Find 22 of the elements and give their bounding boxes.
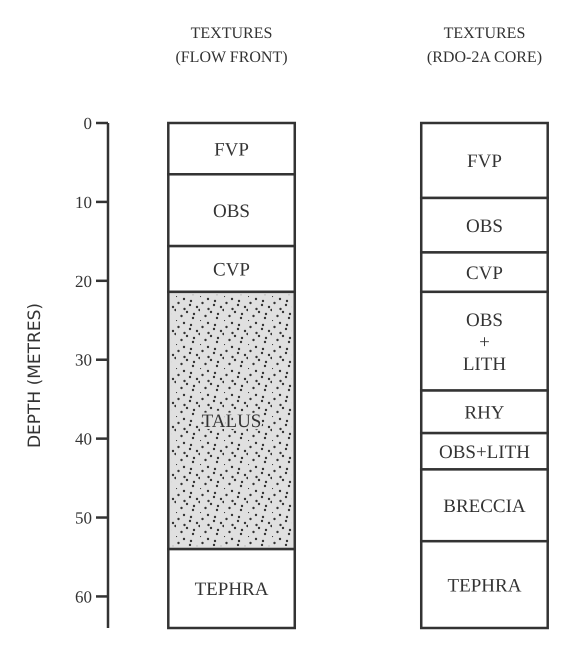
series-label: RHY: [464, 402, 505, 424]
series-label: BRECCIA: [443, 496, 526, 517]
y-axis-title: DEPTH (METRES): [25, 302, 45, 448]
y-tick-label: 40: [75, 430, 92, 449]
series-label: FVP: [214, 139, 249, 160]
series-label: FVP: [467, 151, 502, 172]
x-tick-label: TEXTURES (RDO-2A CORE): [426, 25, 542, 66]
series-label: TEPHRA: [448, 575, 522, 596]
y-tick-label: 50: [75, 508, 92, 528]
series-label: OBS + LITH: [462, 310, 506, 375]
series-label: CVP: [213, 260, 250, 281]
y-tick-label: 30: [75, 350, 92, 370]
y-tick-label: 20: [75, 272, 92, 291]
series-label: OBS: [466, 216, 503, 237]
y-tick-label: 0: [84, 114, 92, 133]
y-tick-label: 60: [75, 587, 92, 606]
series-label: OBS: [213, 200, 250, 222]
series-label: OBS+LITH: [439, 442, 530, 463]
series-label: TEPHRA: [194, 579, 269, 600]
series-label: CVP: [466, 262, 503, 284]
y-tick-label: 10: [75, 192, 92, 212]
x-tick-label: TEXTURES (FLOW FRONT): [175, 25, 288, 66]
